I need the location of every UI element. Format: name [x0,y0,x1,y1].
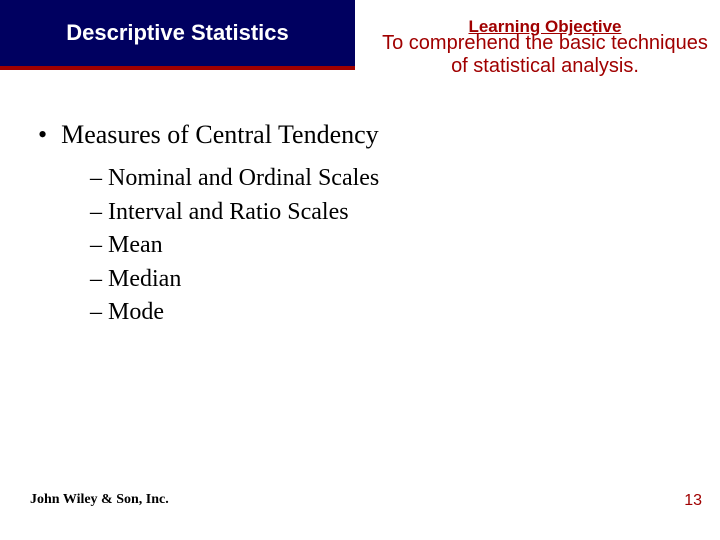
sub-bullet-list: – Nominal and Ordinal Scales – Interval … [90,162,670,330]
bullet-dot-icon: • [38,120,47,150]
main-bullet-text: Measures of Central Tendency [61,120,379,150]
sub-bullet-item: – Nominal and Ordinal Scales [90,162,670,196]
title-box: Descriptive Statistics [0,0,355,70]
content-area: • Measures of Central Tendency – Nominal… [30,120,670,330]
slide-title: Descriptive Statistics [66,20,289,46]
learning-objective-text: To comprehend the basic techniques of st… [380,32,710,78]
footer-publisher: John Wiley & Son, Inc. [30,492,169,508]
sub-bullet-item: – Mode [90,296,670,330]
sub-bullet-item: – Median [90,263,670,297]
page-number: 13 [684,492,702,510]
sub-bullet-item: – Interval and Ratio Scales [90,196,670,230]
learning-objective-block: Learning Objective To comprehend the bas… [380,18,710,78]
sub-bullet-item: – Mean [90,229,670,263]
main-bullet: • Measures of Central Tendency [30,120,670,150]
slide-header: Descriptive Statistics Learning Objectiv… [0,0,720,85]
